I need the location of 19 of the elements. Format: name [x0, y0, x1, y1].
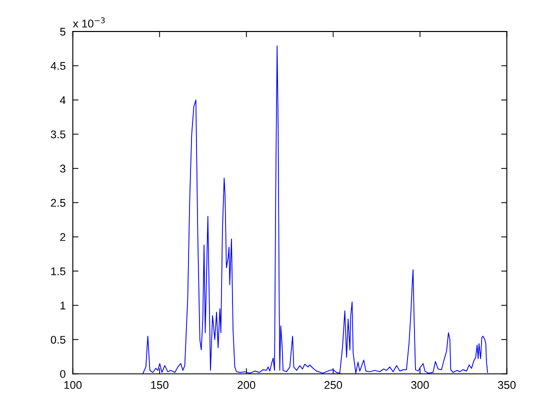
y-tick-label: 0 [60, 370, 66, 378]
x-tick-label: 200 [238, 381, 256, 389]
x-tick-label: 300 [411, 381, 429, 389]
x-tick-label: 100 [64, 381, 82, 389]
line-series [142, 45, 488, 374]
y-tick-label: 1 [60, 302, 66, 310]
y-tick-label: 3.5 [50, 130, 66, 138]
x-tick-label: 250 [324, 381, 342, 389]
y-tick-label: 0.5 [50, 336, 66, 344]
y-tick-label: 1.5 [51, 267, 66, 276]
y-tick-label: 5 [60, 28, 66, 36]
y-tick-label: 3 [60, 164, 66, 173]
x-tick-label: 350 [498, 381, 516, 389]
y-tick-label: 2 [60, 233, 66, 241]
y-tick-label: 4.5 [50, 62, 66, 70]
y-tick-label: 4 [60, 96, 66, 104]
x-tick-label: 150 [151, 381, 168, 389]
text: x 10$^{−3}$ [72, 17, 105, 28]
y-tick-label: 2.5 [50, 198, 66, 207]
